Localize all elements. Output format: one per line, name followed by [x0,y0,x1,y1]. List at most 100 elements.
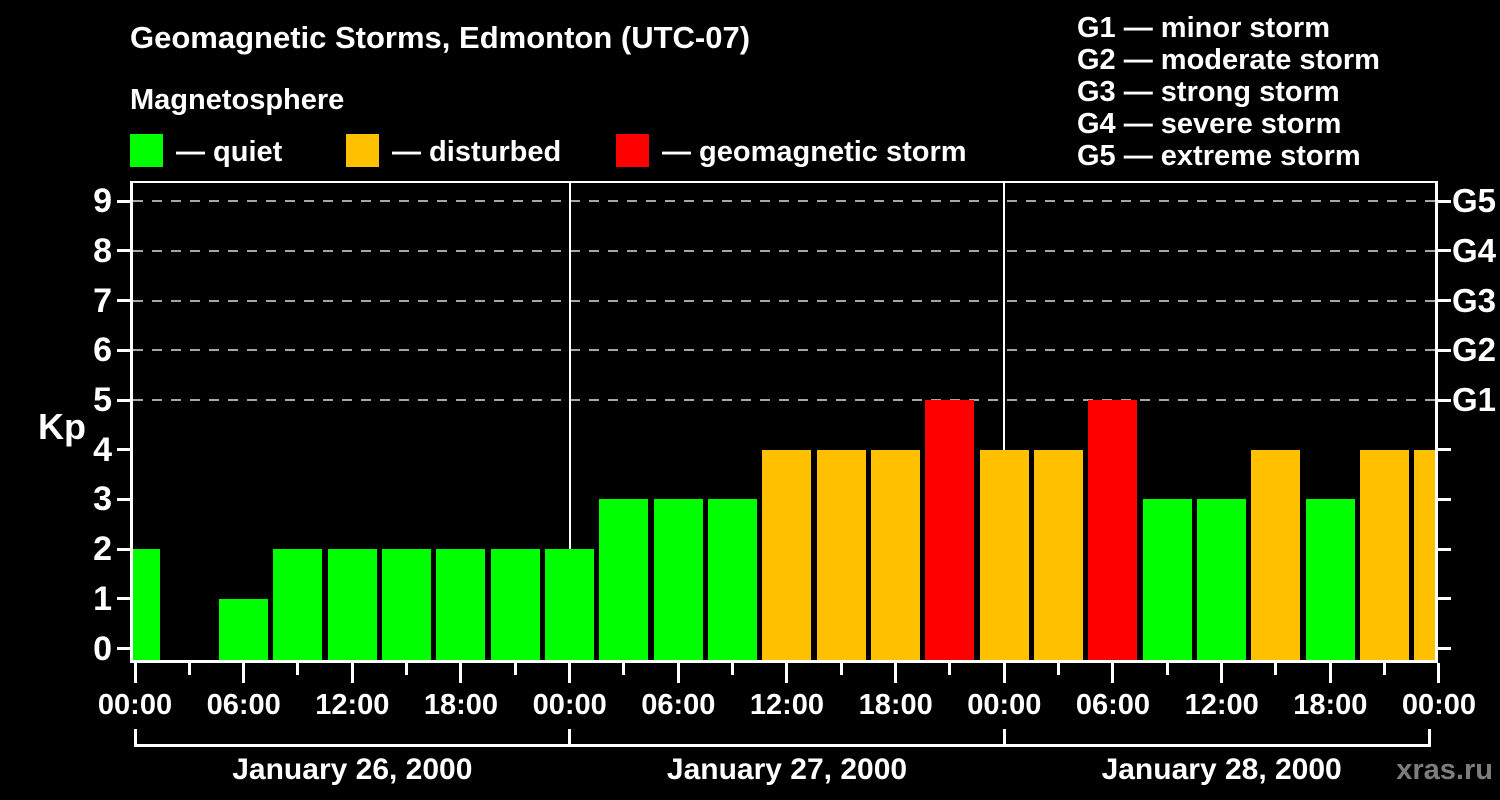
kp-bar-disturbed [816,449,866,660]
y-axis-tick-left [117,448,130,452]
x-axis-tick [1002,663,1006,683]
kp-bar-quiet [436,549,486,660]
date-bracket-riser [1002,729,1006,747]
date-bracket-line [134,744,1430,747]
kp-bar-quiet [1305,499,1355,660]
x-axis-tick [1057,663,1061,675]
y-axis-tick-left [117,299,130,303]
watermark: xras.ru [1396,754,1493,786]
kp-bar-quiet [599,499,649,660]
y-axis-label: 3 [93,480,112,519]
g-scale-axis-label: G2 [1452,331,1497,369]
y-axis-label: 1 [93,579,112,618]
kp-bar-quiet [708,499,758,660]
chart-title: Geomagnetic Storms, Edmonton (UTC-07) [130,20,751,55]
x-axis-tick [731,663,735,675]
g-scale-axis-label: G3 [1452,281,1497,319]
y-axis-tick-left [117,249,130,253]
gridline-kp7 [133,299,1435,302]
x-axis-time-label: 18:00 [423,689,499,721]
y-axis-label: 9 [93,182,112,221]
y-axis-title: Kp [38,406,86,447]
date-label: January 28, 2000 [1101,753,1342,786]
date-bracket-riser [1428,729,1431,747]
g3-legend-line: G3 — strong storm [1077,76,1340,108]
x-axis-time-label: 00:00 [532,689,607,721]
x-axis-tick [1437,663,1441,683]
y-axis-tick-left [117,199,130,203]
x-axis-tick [1274,663,1278,675]
g-scale-axis-label: G1 [1452,381,1497,418]
g4-legend-line: G4 — severe storm [1077,108,1342,140]
x-axis-time-label: 18:00 [858,689,933,721]
y-axis-label: 5 [93,381,112,419]
y-axis-tick-right [1438,348,1451,352]
y-axis-tick-left [117,597,130,601]
x-axis-time-label: 18:00 [1293,689,1368,721]
kp-bar-storm [1088,400,1138,660]
kp-bar-disturbed [871,449,921,660]
x-axis-tick [187,663,191,675]
x-axis-time-label: 12:00 [315,689,390,721]
x-axis-tick [1328,663,1332,683]
gridline-kp5 [133,399,1435,401]
y-axis-tick-right [1438,448,1451,452]
x-axis-time-label: 12:00 [1184,689,1259,721]
kp-bar-quiet [273,549,323,660]
y-axis-label: 4 [93,430,112,469]
gridline-kp9 [133,200,1435,203]
x-axis-time-label: 00:00 [97,689,173,721]
x-axis-tick [948,663,952,675]
y-axis-label: 2 [93,530,112,569]
y-axis-tick-left [117,348,130,352]
y-axis-tick-right [1438,249,1451,253]
kp-bar-disturbed [1251,449,1301,660]
x-axis-time-label: 06:00 [641,689,716,721]
x-axis-tick [1383,663,1387,675]
x-axis-tick [894,663,898,683]
x-axis-tick [1111,663,1115,683]
storm-legend-label: — geomagnetic storm [662,136,967,168]
date-label: January 27, 2000 [666,753,908,786]
x-axis-time-label: 00:00 [1401,689,1477,721]
kp-bar-quiet [1197,499,1247,660]
kp-bar-disturbed [1034,449,1084,660]
kp-bar-quiet [490,549,540,660]
kp-bar-quiet [382,549,432,660]
x-axis-tick [676,663,680,683]
y-axis-tick-left [117,547,130,551]
kp-bar-storm [925,400,975,660]
x-axis-tick [242,663,246,683]
y-axis-tick-right [1438,299,1451,303]
kp-bar-disturbed [762,449,812,660]
x-axis-time-label: 00:00 [967,689,1042,721]
g-scale-axis-label: G5 [1452,182,1497,220]
day-separator-line [568,183,571,660]
y-axis-tick-right [1438,199,1451,203]
y-axis-tick-right [1438,597,1451,601]
x-axis-time-label: 06:00 [1075,689,1151,721]
x-axis-tick [1220,663,1224,683]
x-axis-tick [513,663,517,675]
kp-bar-quiet [327,549,377,660]
kp-bar-quiet [1142,499,1192,660]
y-axis-tick-right [1438,547,1451,551]
kp-bar-quiet [133,549,160,660]
date-label: January 26, 2000 [232,753,473,786]
x-axis-tick [296,663,300,675]
disturbed-swatch-icon [346,134,379,167]
kp-bar-disturbed [1360,449,1410,660]
y-axis-tick-right [1438,497,1451,501]
x-axis-tick [839,663,843,675]
day-separator-line [1003,183,1006,660]
y-axis-label: 0 [93,629,112,668]
storm-swatch-icon [616,134,649,167]
disturbed-legend-label: — disturbed [392,136,562,168]
g1-legend-line: G1 — minor storm [1077,12,1330,44]
x-axis-tick [622,663,626,675]
y-axis-label: 6 [93,331,112,370]
y-axis-tick-left [117,647,130,650]
y-axis-label: 8 [93,231,112,270]
date-bracket-riser [133,729,137,747]
x-axis-time-label: 12:00 [749,689,825,721]
